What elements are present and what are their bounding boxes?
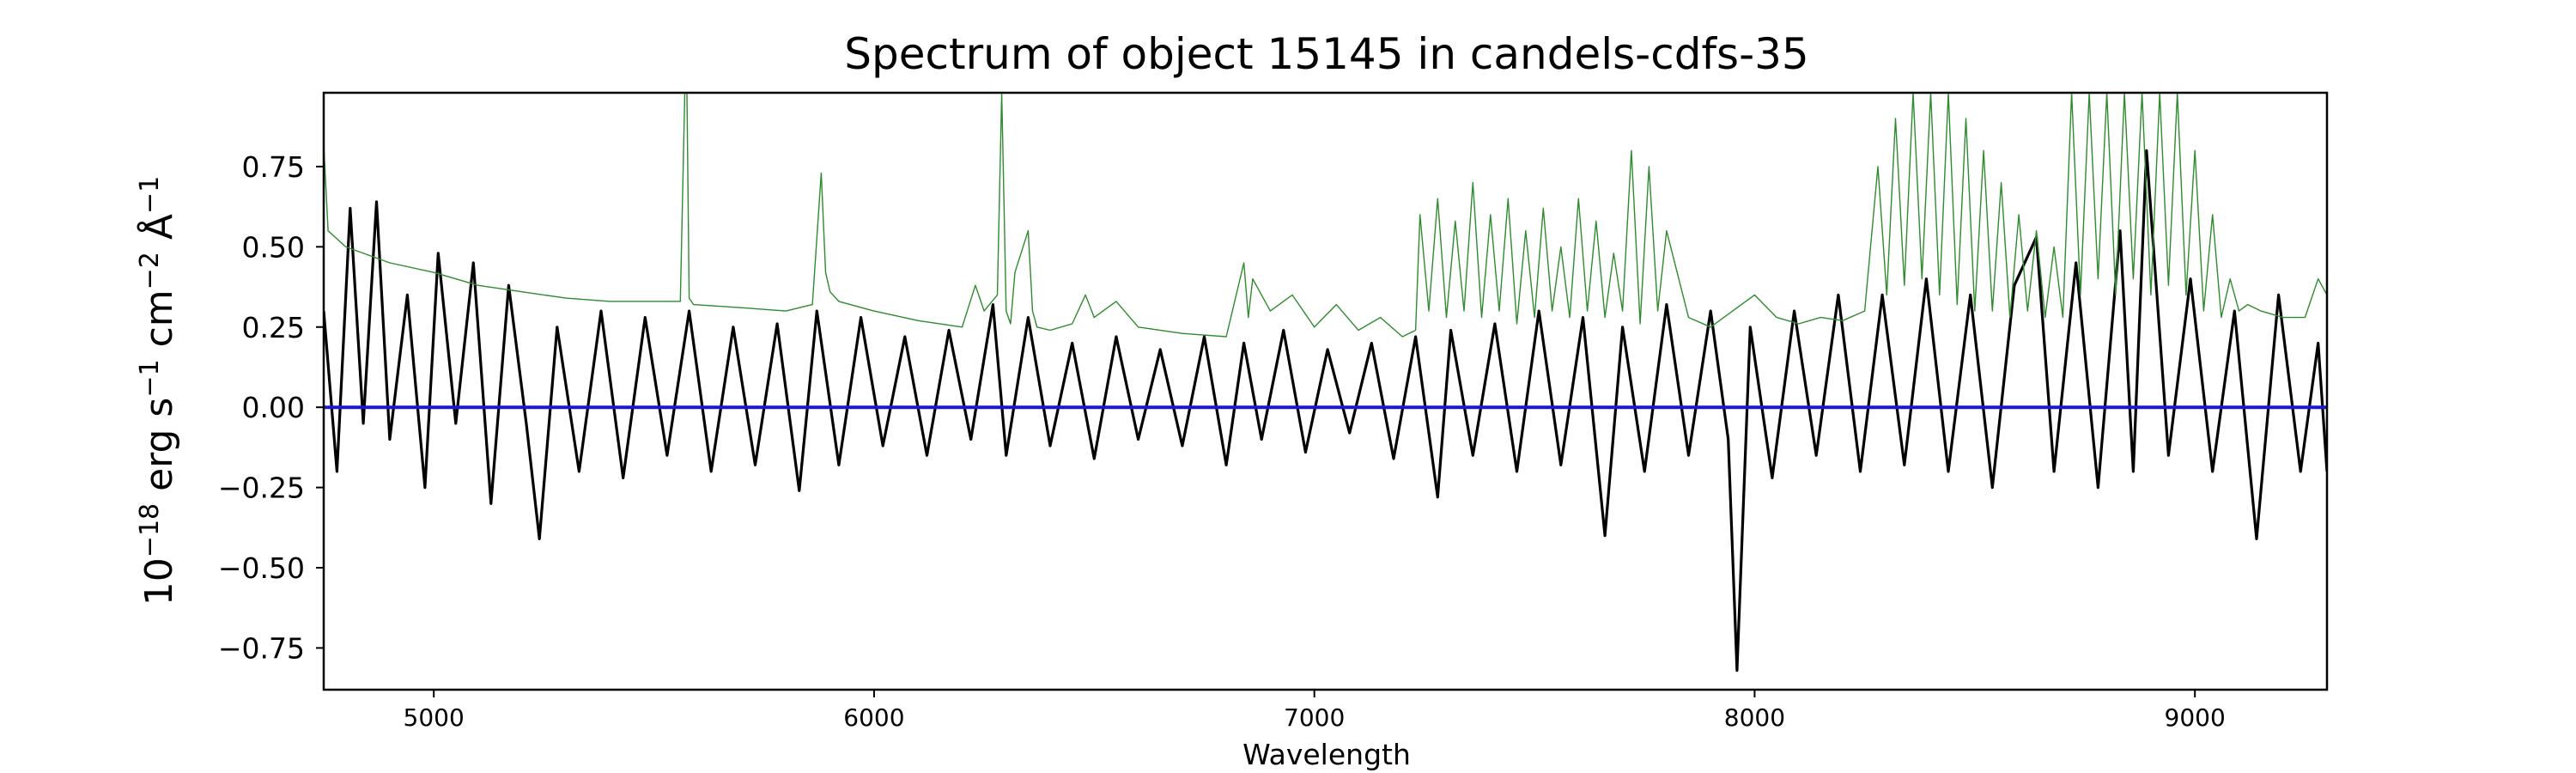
y-tick-label: −0.25	[218, 472, 305, 505]
x-tick-label: 9000	[2165, 703, 2226, 732]
flux-series-line	[324, 149, 2327, 673]
x-axis: 5000 6000 7000 8000 9000	[404, 690, 2226, 732]
x-axis-label: Wavelength	[1242, 738, 1411, 771]
y-tick-label: 0.75	[242, 150, 305, 184]
x-tick-label: 8000	[1724, 703, 1785, 732]
y-tick-label: 0.25	[242, 311, 305, 344]
x-tick-label: 7000	[1284, 703, 1345, 732]
chart-title: Spectrum of object 15145 in candels-cdfs…	[844, 29, 1809, 79]
error-series-line	[324, 93, 2327, 338]
x-tick-label: 5000	[404, 703, 465, 732]
plot-area	[322, 91, 2329, 691]
x-tick-label: 6000	[843, 703, 904, 732]
y-axis: 0.75 0.50 0.25 0.00 −0.25 −0.50 −0.75	[218, 150, 324, 665]
y-tick-label: 0.50	[242, 230, 305, 264]
plot-frame	[322, 91, 2329, 691]
y-tick-label: 0.00	[242, 391, 305, 424]
y-tick-label: −0.50	[218, 551, 305, 585]
y-axis-label: 10−18 erg s−1 cm−2 Å−1	[135, 176, 181, 606]
y-tick-label: −0.75	[218, 631, 305, 665]
